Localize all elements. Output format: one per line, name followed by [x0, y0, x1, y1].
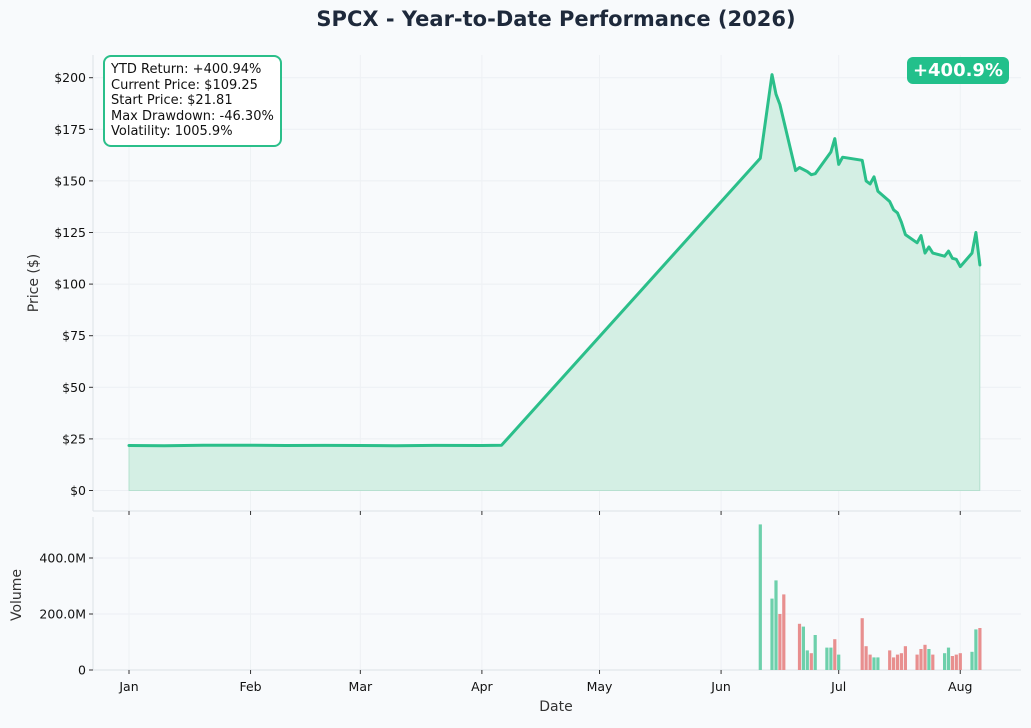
volume-bar	[919, 649, 923, 670]
volume-bar	[943, 653, 947, 670]
volume-bar	[954, 654, 958, 670]
volume-y-tick-label: 400.0M	[39, 551, 86, 566]
x-tick-label: Mar	[349, 679, 373, 694]
volume-bar	[797, 623, 802, 670]
x-tick-label: Jun	[710, 679, 731, 694]
price-axis-label: Price ($)	[26, 254, 42, 312]
price-line	[127, 73, 982, 448]
volume-plot-area	[93, 517, 1021, 670]
volume-axis-label: Volume	[9, 569, 25, 621]
volume-y-tick-label: 200.0M	[39, 607, 86, 622]
volume-bar	[931, 654, 935, 670]
stat-current-price: Current Price: $109.25	[111, 77, 258, 93]
stats-box: YTD Return: +400.94% Current Price: $109…	[103, 55, 282, 147]
price-y-tick-label: $175	[54, 122, 86, 137]
volume-bar	[778, 614, 782, 670]
x-tick-label: Jan	[118, 679, 138, 694]
volume-bar	[872, 657, 876, 670]
volume-bar	[829, 647, 833, 670]
volume-bar	[927, 649, 931, 670]
price-y-tick-label: $150	[54, 173, 86, 188]
volume-bar	[970, 651, 974, 670]
volume-bar	[946, 647, 951, 670]
price-y-tick-label: $50	[62, 380, 86, 395]
volume-bar	[958, 653, 962, 670]
x-tick-label: May	[587, 679, 613, 694]
price-y-tick-label: $75	[62, 328, 86, 343]
price-panel: $0 $25 $50 $75 $100 $125 $150 $175 $200	[54, 55, 1021, 515]
volume-bar	[974, 629, 978, 670]
volume-bar	[895, 654, 900, 670]
volume-bar	[770, 598, 774, 670]
volume-bar	[892, 657, 896, 670]
ytd-return-badge: +400.9%	[906, 57, 1009, 84]
volume-y-tick-label: 0	[78, 663, 86, 678]
x-axis-label: Date	[539, 699, 572, 715]
volume-bar	[888, 650, 892, 670]
volume-bar	[825, 647, 829, 670]
volume-bar	[813, 635, 817, 670]
volume-bar	[833, 639, 837, 670]
volume-bar	[868, 654, 872, 670]
stat-ytd-return: YTD Return: +400.94%	[111, 62, 262, 77]
volume-bar	[758, 524, 762, 670]
volume-bar	[805, 650, 809, 670]
volume-bar	[876, 657, 880, 670]
price-y-tick-label: $125	[54, 225, 86, 240]
volume-bar	[809, 653, 813, 670]
x-tick-label: Feb	[239, 679, 261, 694]
volume-bar	[899, 653, 903, 670]
volume-panel: 0 200.0M 400.0M Jan Feb Mar Apr May Jun Jul Aug	[39, 517, 1021, 694]
volume-bar	[903, 646, 907, 670]
volume-bar	[801, 626, 805, 670]
price-y-tick-label: $100	[54, 277, 86, 292]
stat-volatility: Volatility: 1005.9%	[111, 124, 233, 140]
chart-title: SPCX - Year-to-Date Performance (2026)	[316, 7, 795, 31]
volume-bar	[837, 654, 841, 670]
volume-bar	[978, 628, 982, 670]
price-y-tick-label: $25	[62, 431, 86, 446]
x-tick-label: Apr	[471, 679, 493, 694]
x-tick-label: Jul	[830, 679, 846, 694]
stat-max-drawdown: Max Drawdown: -46.30%	[111, 108, 274, 124]
volume-bar	[923, 644, 927, 670]
volume-bar	[864, 646, 868, 670]
volume-bar	[915, 654, 919, 670]
x-tick-label: Aug	[948, 679, 972, 694]
price-y-tick-label: $0	[70, 483, 86, 498]
volume-bar	[782, 594, 786, 670]
volume-bar	[774, 580, 778, 670]
volume-bar	[860, 618, 864, 670]
volume-bar	[950, 656, 954, 670]
stat-start-price: Start Price: $21.81	[111, 93, 233, 109]
price-y-tick-label: $200	[54, 70, 86, 85]
